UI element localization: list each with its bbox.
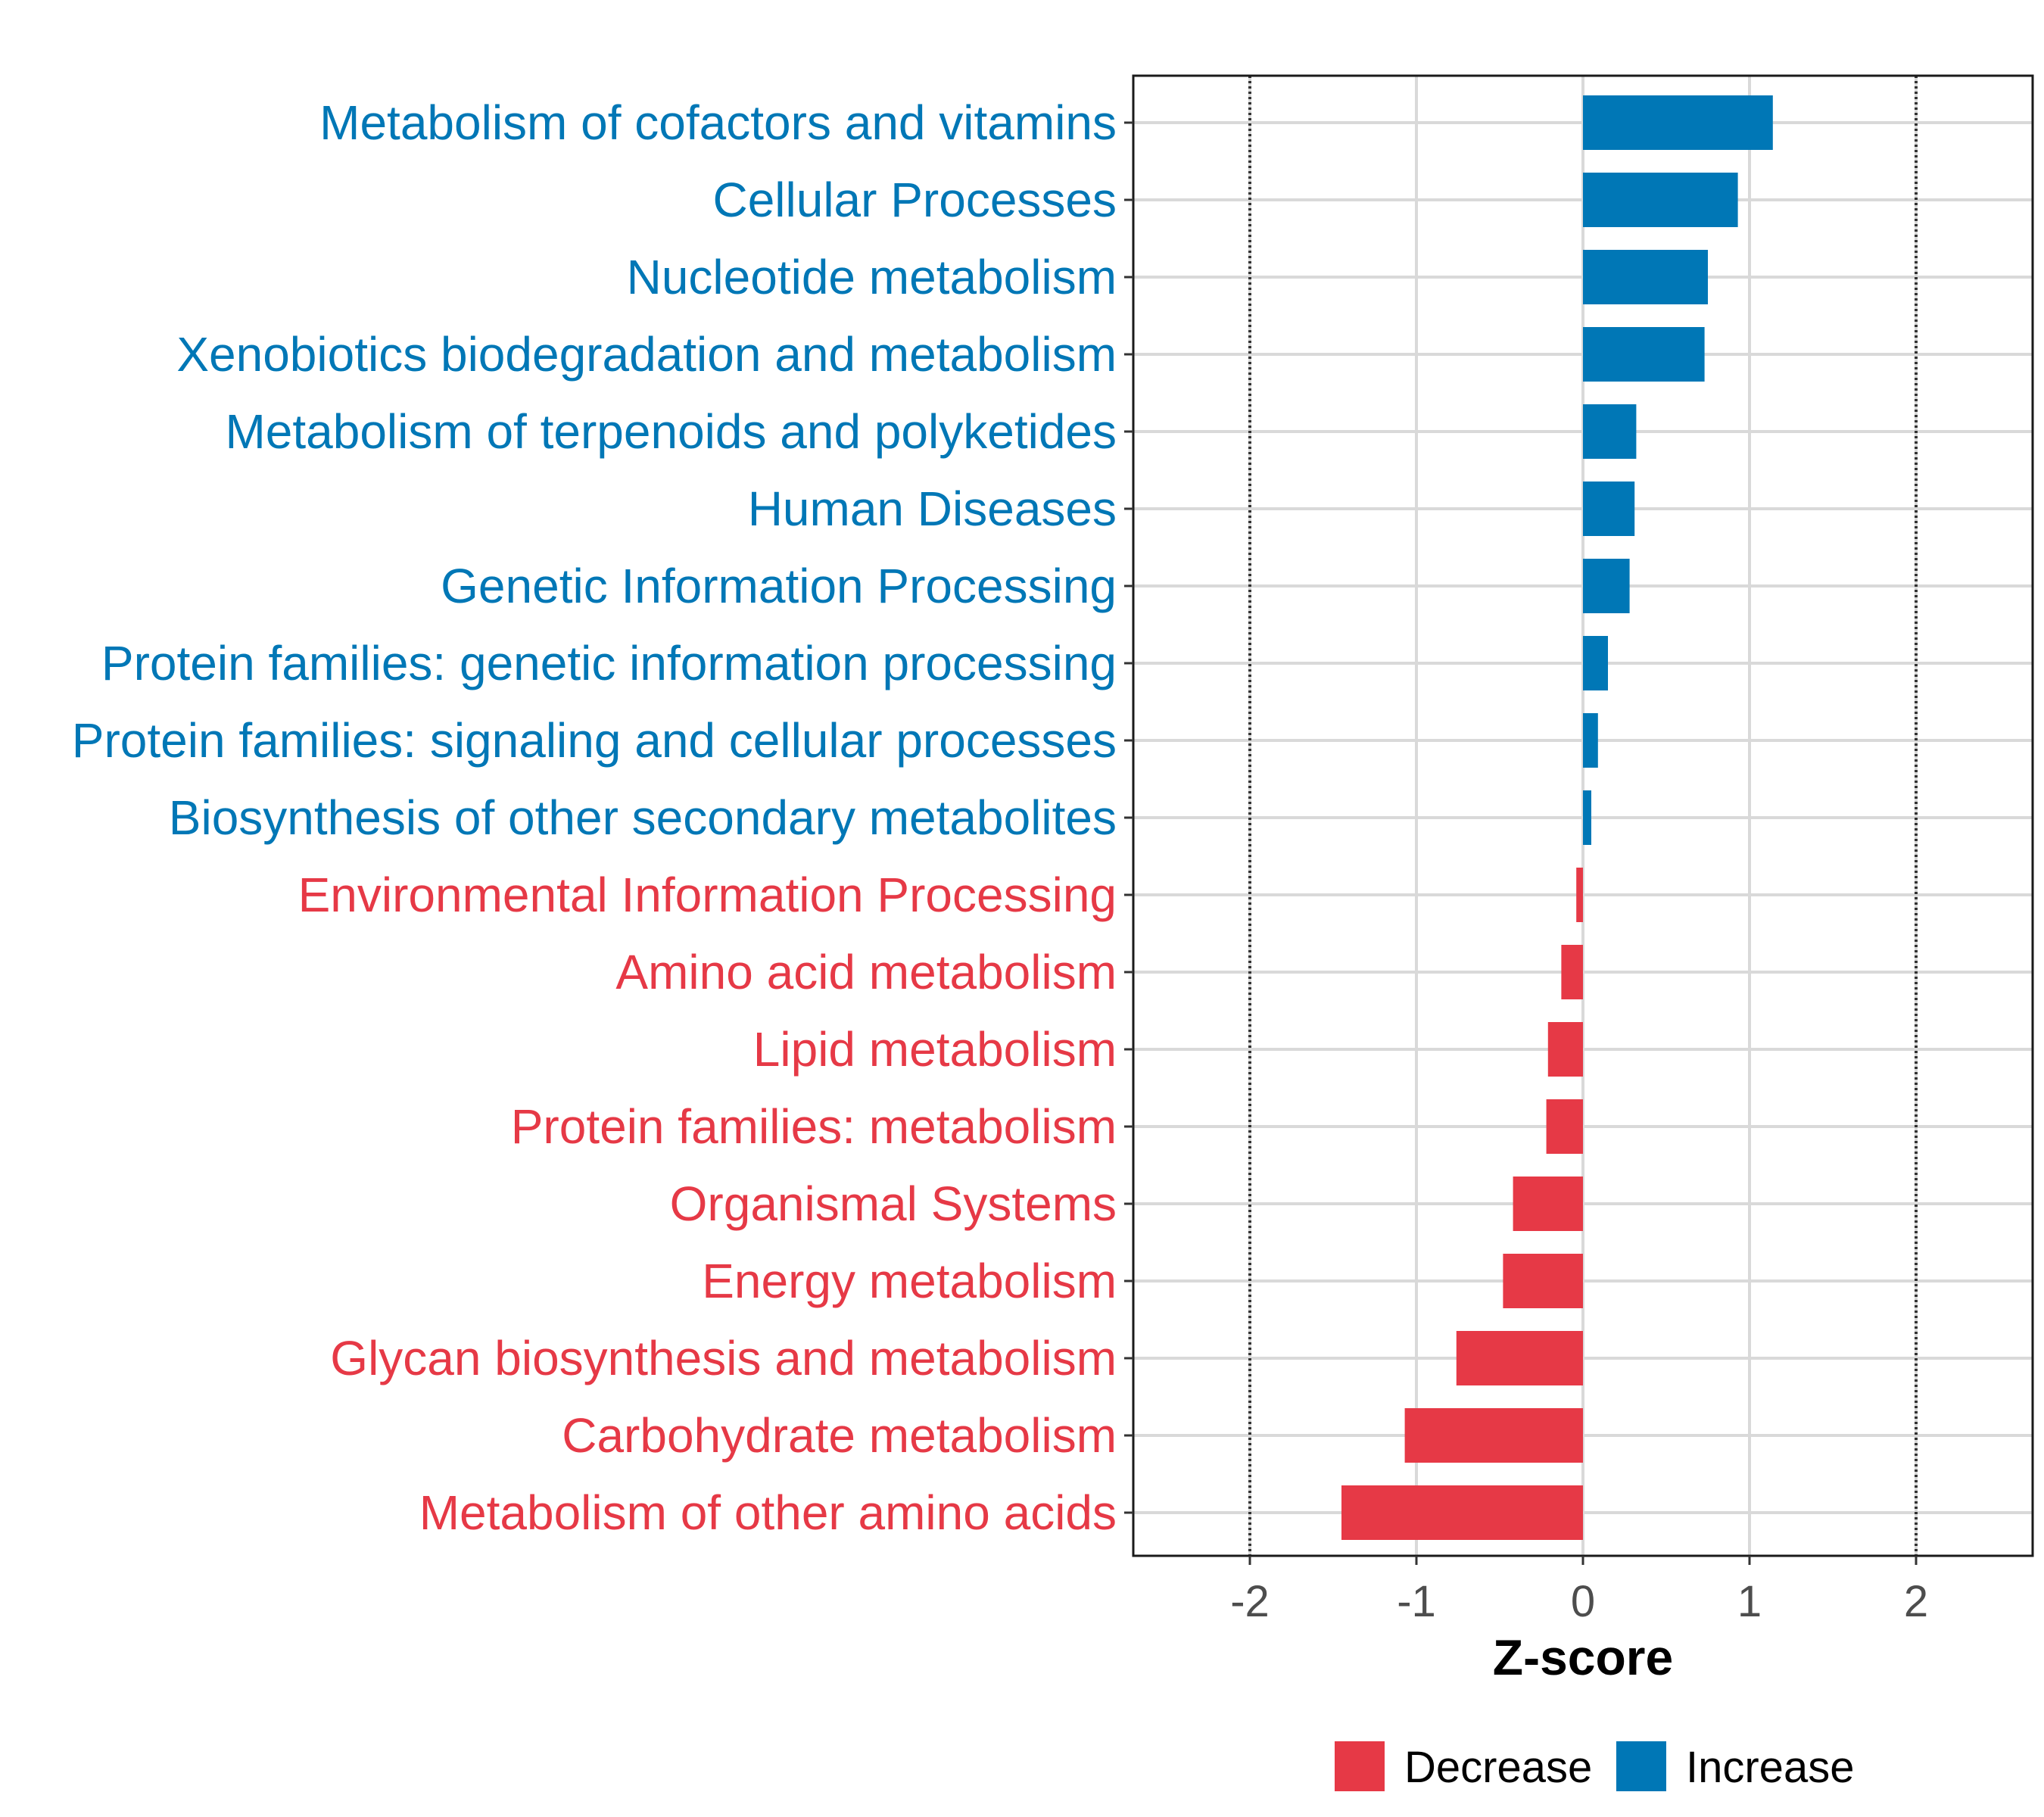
y-axis-ticks [1124, 121, 1133, 1514]
bar-nucleotide-metabolism [1583, 250, 1708, 304]
y-tick-label-metabolism-of-cofactors-and-vitamins: Metabolism of cofactors and vitamins [319, 95, 1117, 150]
legend-swatch-decrease [1335, 1741, 1385, 1791]
bar-environmental-information-processing [1576, 868, 1583, 922]
y-tick-label-glycan-biosynthesis-and-metabolism: Glycan biosynthesis and metabolism [330, 1331, 1117, 1385]
y-tick-label-nucleotide-metabolism: Nucleotide metabolism [627, 250, 1117, 304]
bar-energy-metabolism [1503, 1254, 1583, 1308]
bar-genetic-information-processing [1583, 559, 1630, 613]
y-tick-label-amino-acid-metabolism: Amino acid metabolism [615, 945, 1117, 999]
bar-cellular-processes [1583, 173, 1738, 227]
legend-swatch-increase [1616, 1741, 1666, 1791]
bar-protein-families-genetic-information-processing [1583, 636, 1608, 690]
y-tick-label-protein-families-signaling-and-cellular-processes: Protein families: signaling and cellular… [72, 713, 1117, 768]
bar-biosynthesis-of-other-secondary-metabolites [1583, 790, 1591, 845]
y-tick-label-metabolism-of-other-amino-acids: Metabolism of other amino acids [419, 1485, 1117, 1540]
bar-xenobiotics-biodegradation-and-metabolism [1583, 327, 1705, 382]
y-tick-label-genetic-information-processing: Genetic Information Processing [441, 559, 1117, 613]
legend: Decrease Increase [1335, 1741, 1854, 1792]
x-axis-title: Z-score [1493, 1629, 1673, 1685]
y-tick-label-metabolism-of-terpenoids-and-polyketides: Metabolism of terpenoids and polyketides [225, 404, 1117, 459]
x-tick-label: -1 [1397, 1577, 1436, 1626]
y-tick-label-carbohydrate-metabolism: Carbohydrate metabolism [562, 1408, 1117, 1463]
x-axis-ticks: -2 -1 0 1 2 [1230, 1556, 1928, 1626]
bar-organismal-systems [1513, 1177, 1583, 1231]
bar-metabolism-of-terpenoids-and-polyketides [1583, 404, 1637, 459]
bar-human-diseases [1583, 482, 1635, 536]
bar-glycan-biosynthesis-and-metabolism [1456, 1331, 1583, 1385]
y-tick-label-xenobiotics-biodegradation-and-metabolism: Xenobiotics biodegradation and metabolis… [176, 327, 1117, 382]
y-tick-label-protein-families-genetic-information-processing: Protein families: genetic information pr… [101, 636, 1117, 690]
y-tick-label-protein-families-metabolism: Protein families: metabolism [511, 1099, 1117, 1154]
y-tick-label-organismal-systems: Organismal Systems [670, 1177, 1117, 1231]
x-tick-label: 2 [1904, 1577, 1928, 1626]
bar-carbohydrate-metabolism [1404, 1408, 1583, 1463]
y-tick-label-human-diseases: Human Diseases [748, 482, 1117, 536]
bar-lipid-metabolism [1547, 1022, 1583, 1077]
bar-protein-families-metabolism [1546, 1099, 1583, 1154]
y-tick-label-lipid-metabolism: Lipid metabolism [753, 1022, 1117, 1077]
x-tick-label: 1 [1737, 1577, 1762, 1626]
legend-label-decrease: Decrease [1404, 1743, 1592, 1792]
y-axis-labels: Metabolism of cofactors and vitamins Cell… [72, 95, 1117, 1540]
legend-label-increase: Increase [1686, 1743, 1854, 1792]
x-tick-label: -2 [1230, 1577, 1270, 1626]
bar-amino-acid-metabolism [1561, 945, 1583, 999]
y-tick-label-environmental-information-processing: Environmental Information Processing [298, 868, 1117, 922]
y-tick-label-cellular-processes: Cellular Processes [712, 173, 1117, 227]
y-tick-label-biosynthesis-of-other-secondary-metabolites: Biosynthesis of other secondary metaboli… [169, 790, 1117, 845]
bars [1341, 95, 1773, 1540]
bar-metabolism-of-cofactors-and-vitamins [1583, 95, 1773, 150]
y-tick-label-energy-metabolism: Energy metabolism [702, 1254, 1117, 1308]
x-tick-label: 0 [1571, 1577, 1595, 1626]
bar-protein-families-signaling-and-cellular-processes [1583, 713, 1598, 768]
bar-metabolism-of-other-amino-acids [1341, 1485, 1583, 1540]
